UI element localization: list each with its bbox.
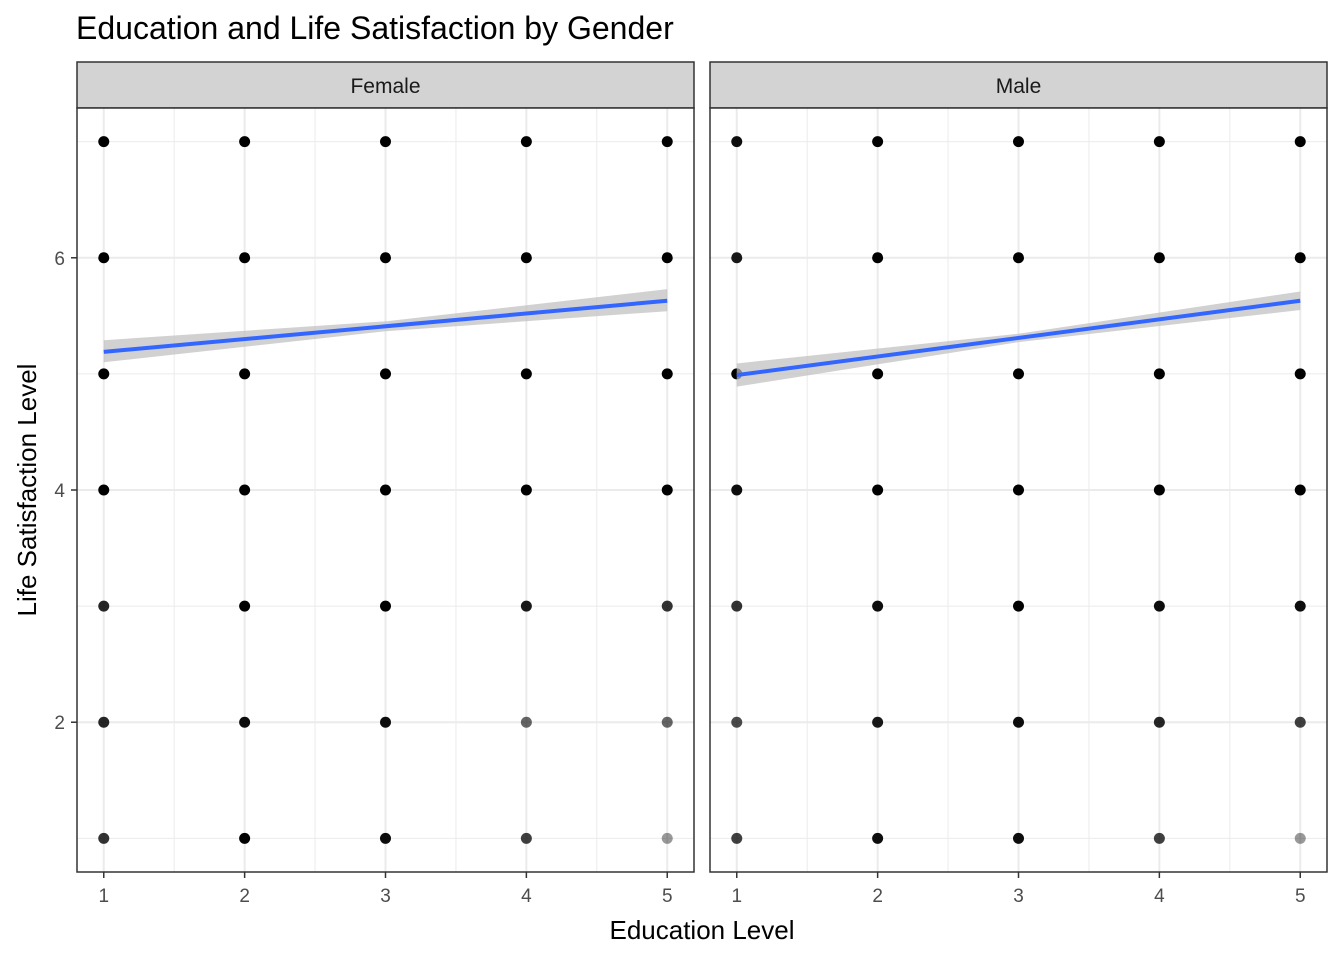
data-point (872, 600, 884, 612)
data-point (98, 832, 110, 844)
x-tick-label: 4 (1154, 886, 1165, 907)
data-point (661, 600, 673, 612)
chart-title: Education and Life Satisfaction by Gende… (76, 10, 674, 46)
panel-female: Female 1 2 3 4 5 2 4 6 (54, 61, 695, 907)
data-point (731, 600, 743, 612)
data-point (380, 252, 391, 264)
data-point (731, 484, 743, 496)
data-point (1294, 368, 1306, 380)
data-point (1013, 716, 1024, 728)
x-tick-label: 2 (239, 886, 250, 907)
regression-line (736, 298, 1301, 378)
data-point (1294, 484, 1306, 496)
data-point (1294, 716, 1306, 728)
data-point (1294, 600, 1306, 612)
data-point (661, 484, 673, 496)
data-point (1013, 136, 1024, 148)
data-point (520, 600, 532, 612)
x-tick-label: 2 (872, 886, 883, 907)
data-point (380, 136, 391, 148)
x-tick-label: 3 (1013, 886, 1024, 907)
x-tick-label: 1 (98, 886, 109, 907)
data-point (98, 252, 110, 264)
panel-male: Male 1 2 3 4 5 (709, 61, 1328, 907)
data-point (520, 368, 532, 380)
data-point (239, 484, 251, 496)
data-point (1013, 368, 1024, 380)
x-tick-label: 1 (731, 886, 742, 907)
data-point (872, 832, 884, 844)
data-point (661, 832, 673, 844)
data-point (239, 368, 251, 380)
x-tick-label: 4 (521, 886, 532, 907)
data-point (1013, 600, 1024, 612)
data-point (731, 136, 743, 148)
data-point (1153, 252, 1165, 264)
data-point (731, 716, 743, 728)
x-axis-label: Education Level (609, 915, 794, 945)
data-point (731, 252, 743, 264)
facet-strip (76, 61, 695, 109)
data-point (1153, 600, 1165, 612)
data-point (1294, 136, 1306, 148)
data-point (872, 136, 884, 148)
data-point (380, 484, 391, 496)
data-point (520, 832, 532, 844)
data-point (872, 252, 884, 264)
data-point (1153, 484, 1165, 496)
data-point (1013, 252, 1024, 264)
data-point (98, 484, 110, 496)
data-point (239, 600, 251, 612)
data-point (239, 832, 251, 844)
facet-strip-label: Female (350, 75, 420, 98)
data-point (239, 136, 251, 148)
data-point (661, 716, 673, 728)
x-tick-label: 5 (1295, 886, 1306, 907)
data-point (1153, 716, 1165, 728)
y-axis-label: Life Satisfaction Level (12, 364, 42, 617)
data-point (1153, 368, 1165, 380)
data-point (872, 368, 884, 380)
data-point (1013, 484, 1024, 496)
data-point (239, 716, 251, 728)
data-point (98, 716, 110, 728)
y-tick-label: 2 (54, 713, 65, 734)
data-point (239, 252, 251, 264)
data-point (661, 368, 673, 380)
data-point (1013, 832, 1024, 844)
data-point (731, 832, 743, 844)
data-point (1153, 832, 1165, 844)
facet-strip-label: Male (996, 75, 1042, 98)
data-point (380, 716, 391, 728)
data-point (872, 484, 884, 496)
data-point (1153, 136, 1165, 148)
data-point (1294, 252, 1306, 264)
data-point (520, 484, 532, 496)
y-tick-label: 4 (54, 481, 65, 502)
data-point (661, 252, 673, 264)
data-point (380, 600, 391, 612)
regression-line (103, 298, 668, 354)
data-point (380, 368, 391, 380)
data-point (520, 716, 532, 728)
data-point (98, 600, 110, 612)
data-point (98, 136, 110, 148)
data-point (98, 368, 110, 380)
data-point (380, 832, 391, 844)
data-point (520, 136, 532, 148)
y-tick-label: 6 (54, 249, 65, 270)
data-point (872, 716, 884, 728)
data-point (1294, 832, 1306, 844)
x-tick-label: 3 (380, 886, 391, 907)
data-point (520, 252, 532, 264)
data-point (661, 136, 673, 148)
x-tick-label: 5 (662, 886, 673, 907)
